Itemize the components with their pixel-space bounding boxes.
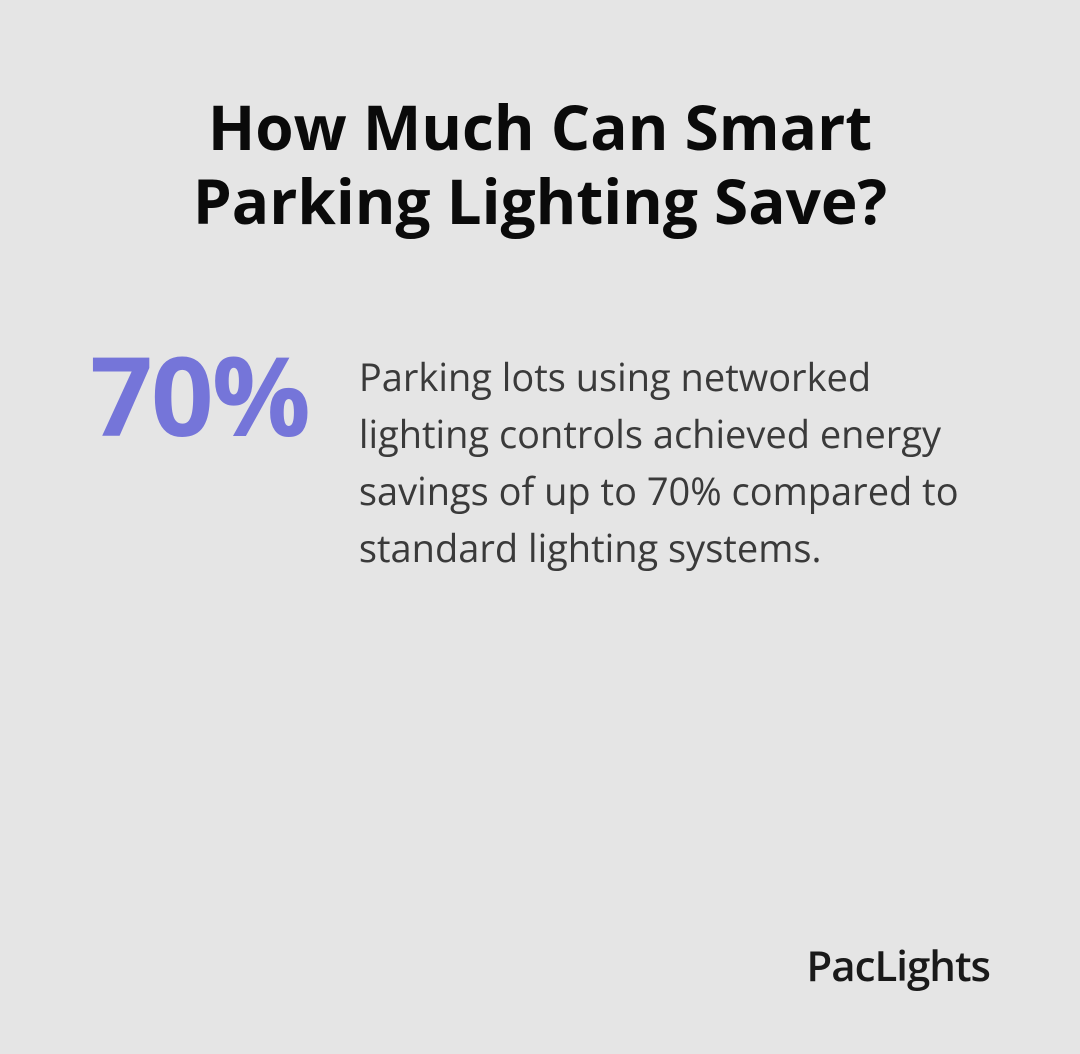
stat-description: Parking lots using networked lighting co… (359, 339, 990, 577)
page-title: How Much Can Smart Parking Lighting Save… (90, 90, 990, 239)
content-row: 70% Parking lots using networked lightin… (90, 339, 990, 577)
stat-value: 70% (90, 339, 309, 449)
brand-logo: PacLights (806, 937, 990, 994)
